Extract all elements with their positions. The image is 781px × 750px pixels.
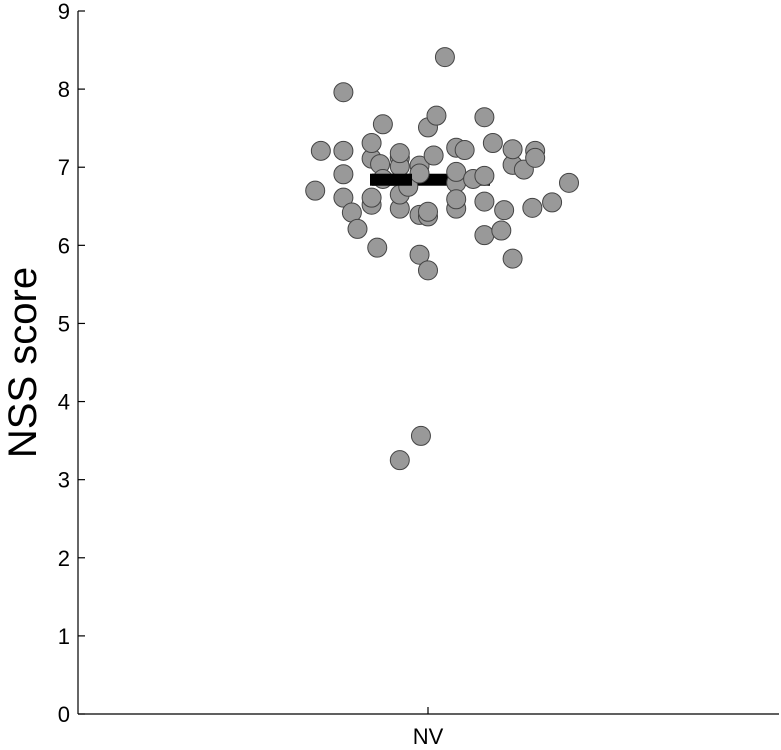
data-point <box>418 260 438 281</box>
y-tick-label: 0 <box>58 702 70 727</box>
y-tick-label: 9 <box>58 0 70 24</box>
x-ticks: NV <box>413 707 444 749</box>
data-point <box>372 114 393 135</box>
data-point <box>474 225 495 246</box>
data-point <box>446 189 467 210</box>
data-point <box>361 133 382 154</box>
data-point <box>454 140 475 161</box>
y-tick-label: 7 <box>58 155 70 180</box>
data-point <box>389 450 410 471</box>
data-point <box>502 139 523 160</box>
data-point <box>491 220 512 241</box>
x-tick-label: NV <box>413 724 444 749</box>
data-point <box>446 161 467 182</box>
mean-bar-overlay <box>372 173 412 186</box>
y-tick-label: 5 <box>58 311 70 336</box>
data-point <box>389 143 410 164</box>
data-point <box>474 165 495 186</box>
data-point <box>333 187 354 208</box>
data-point <box>434 47 455 68</box>
data-point <box>502 248 523 269</box>
y-tick-label: 2 <box>58 546 70 571</box>
data-point <box>305 180 326 201</box>
data-point <box>333 82 354 103</box>
data-point <box>474 191 495 212</box>
data-point <box>310 140 331 161</box>
y-ticks: 0 1 2 3 4 5 6 7 8 9 <box>58 0 85 727</box>
data-point <box>409 163 430 184</box>
data-point <box>418 201 438 222</box>
y-tick-label: 3 <box>58 468 70 493</box>
data-point <box>367 237 388 258</box>
data-point <box>409 244 430 265</box>
data-point <box>410 425 431 446</box>
data-point <box>482 133 503 154</box>
data-point <box>347 218 368 239</box>
data-point <box>522 197 543 218</box>
data-point <box>423 145 444 166</box>
y-tick-label: 1 <box>58 624 70 649</box>
data-point <box>333 140 354 161</box>
data-point <box>494 200 515 221</box>
data-point <box>542 192 563 213</box>
data-point <box>426 105 447 126</box>
y-tick-label: 8 <box>58 77 70 102</box>
data-point <box>474 107 495 128</box>
data-point <box>333 164 354 185</box>
data-point <box>361 187 382 208</box>
data-point <box>525 147 546 168</box>
y-tick-label: 4 <box>58 390 70 415</box>
y-axis-label: NSS score <box>1 267 45 458</box>
data-point <box>559 172 579 193</box>
y-tick-label: 6 <box>58 233 70 258</box>
data-points <box>305 47 579 471</box>
